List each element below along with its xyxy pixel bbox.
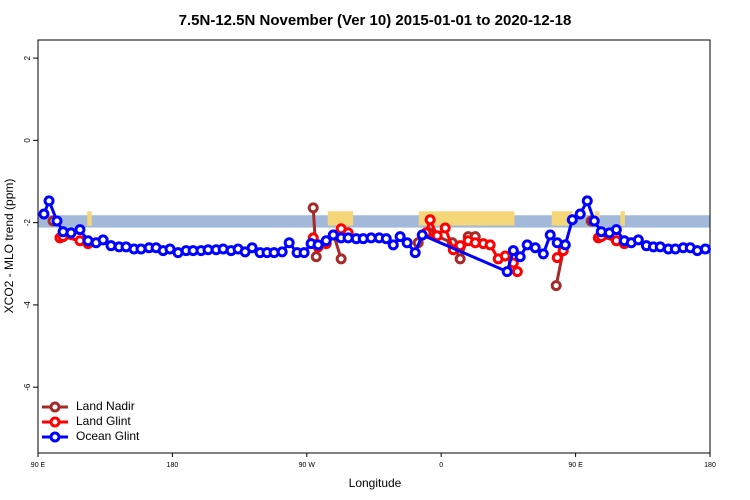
legend-marker xyxy=(49,416,61,428)
data-point xyxy=(416,229,428,241)
data-point xyxy=(581,195,593,207)
data-point xyxy=(507,245,519,257)
y-tick-label: 2 xyxy=(23,55,32,60)
highlight xyxy=(418,211,515,226)
legend-label: Land Glint xyxy=(76,414,131,428)
data-point xyxy=(501,266,513,278)
legend-label: Ocean Glint xyxy=(76,429,140,443)
x-tick-label: 90 E xyxy=(31,462,46,469)
x-tick-label: 90 E xyxy=(568,462,583,469)
highlight xyxy=(87,211,92,226)
data-point xyxy=(320,235,332,247)
data-point xyxy=(499,250,511,262)
data-point xyxy=(454,253,466,265)
data-point xyxy=(424,214,436,226)
data-point xyxy=(610,224,622,236)
legend-marker xyxy=(49,401,61,413)
x-tick-label: 0 xyxy=(439,462,443,469)
data-point xyxy=(559,239,571,251)
data-point xyxy=(276,246,288,258)
data-point xyxy=(550,280,562,292)
data-point xyxy=(588,215,600,227)
data-point xyxy=(439,222,451,234)
x-tick-label: 180 xyxy=(167,462,179,469)
chart-title: 7.5N-12.5N November (Ver 10) 2015-01-01 … xyxy=(179,12,572,29)
highlight xyxy=(327,211,354,226)
reference-band xyxy=(38,215,710,228)
data-point xyxy=(529,242,541,254)
legend-marker xyxy=(49,431,61,443)
data-point xyxy=(307,202,319,214)
data-point xyxy=(544,229,556,241)
data-point xyxy=(298,247,310,259)
data-point xyxy=(537,248,549,260)
x-axis-label: Longitude xyxy=(349,476,402,490)
data-point xyxy=(74,224,86,236)
data-point xyxy=(699,243,711,255)
data-point xyxy=(380,233,392,245)
data-point xyxy=(312,239,324,251)
data-point xyxy=(38,208,50,220)
data-point xyxy=(574,208,586,220)
highlight xyxy=(620,211,625,226)
data-point xyxy=(484,239,496,251)
data-point xyxy=(511,266,523,278)
y-tick-label: 0 xyxy=(23,138,32,143)
data-point xyxy=(387,239,399,251)
data-point xyxy=(97,234,109,246)
x-tick-label: 180 xyxy=(704,462,716,469)
y-tick-label: -2 xyxy=(23,219,32,227)
data-point xyxy=(283,237,295,249)
y-axis-label: XCO2 - MLO trend (ppm) xyxy=(2,179,16,314)
data-point xyxy=(65,227,77,239)
data-point xyxy=(409,247,421,259)
data-point xyxy=(43,195,55,207)
data-point xyxy=(51,215,63,227)
data-point xyxy=(394,231,406,243)
data-point xyxy=(401,237,413,249)
y-tick-label: -6 xyxy=(23,383,32,391)
legend-label: Land Nadir xyxy=(76,399,135,413)
data-point xyxy=(551,252,563,264)
data-point xyxy=(514,251,526,263)
data-point xyxy=(632,234,644,246)
data-point xyxy=(310,251,322,263)
data-point xyxy=(246,242,258,254)
data-point xyxy=(454,240,466,252)
data-point xyxy=(335,253,347,265)
x-tick-label: 90 W xyxy=(299,462,316,469)
y-tick-label: -4 xyxy=(23,301,32,309)
data-point xyxy=(566,214,578,226)
